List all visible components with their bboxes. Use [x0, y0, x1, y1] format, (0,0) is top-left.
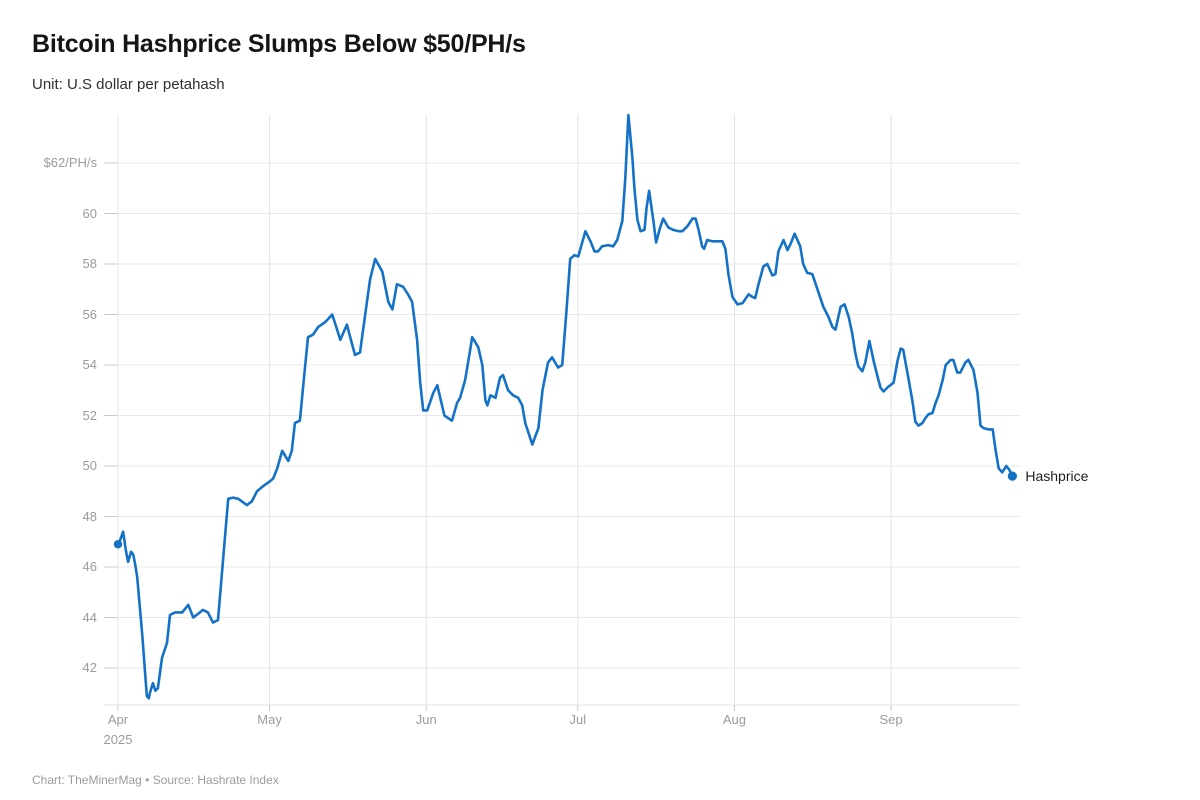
chart-subtitle: Unit: U.S dollar per petahash [32, 76, 225, 93]
chart-area: 42 44 46 48 50 52 54 56 58 60 $62/PH/s Apr 2025 May Ju… [0, 100, 1200, 760]
x-axis-year-label: 2025 [103, 732, 133, 747]
y-axis-label: 58 [82, 256, 97, 271]
y-axis-label: 54 [82, 357, 97, 372]
y-axis-label: 42 [82, 660, 97, 675]
y-axis-label: 44 [82, 609, 97, 625]
y-axis-label: $62/PH/s [43, 155, 97, 170]
x-axis-label: Aug [722, 712, 747, 727]
y-axis-label: 56 [82, 306, 97, 322]
y-axis-label: 60 [82, 205, 97, 221]
y-axis-label: 50 [82, 458, 97, 473]
x-axis-label: Jul [569, 712, 587, 727]
chart-title: Bitcoin Hashprice Slumps Below $50/PH/s [32, 30, 526, 58]
x-axis-label: Sep [879, 712, 903, 727]
hashprice-series-line [116, 113, 1014, 700]
y-axis-label: 46 [82, 559, 97, 574]
series-end-dot [1007, 471, 1017, 481]
series-end-label-hashprice: Hashprice [1025, 468, 1089, 485]
series-start-dot [113, 540, 123, 549]
y-axis-label: 52 [82, 407, 97, 423]
x-axis-label: Jun [415, 712, 437, 727]
hashprice-line-chart [104, 113, 1020, 711]
footer-credit: Chart: TheMinerMag • Source: Hashrate In… [32, 773, 279, 787]
x-axis-label: Apr [107, 712, 129, 727]
y-axis-label: 48 [82, 508, 97, 524]
x-axis-label: May [257, 712, 282, 727]
